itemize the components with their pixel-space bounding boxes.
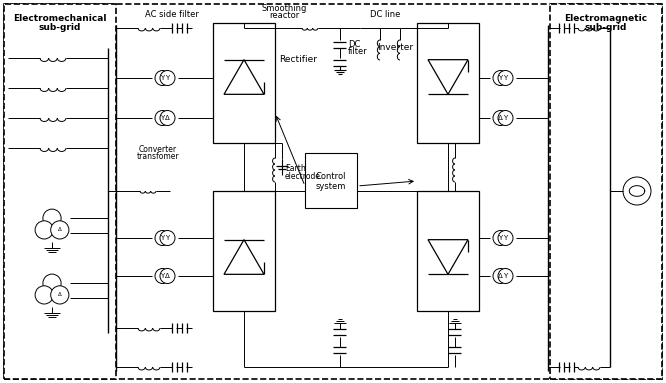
Text: Y: Y [165,235,170,241]
Bar [213,23,275,143]
Circle shape [498,231,513,246]
Circle shape [155,231,170,246]
Circle shape [35,221,53,239]
Text: Earth: Earth [285,164,306,172]
Text: electrode: electrode [285,172,321,180]
Circle shape [498,70,513,85]
Text: Y: Y [503,273,507,279]
Circle shape [155,268,170,283]
Circle shape [51,286,69,304]
Circle shape [498,268,513,283]
Text: DC: DC [348,40,360,49]
Text: Control: Control [316,172,346,181]
Text: Δ: Δ [165,273,170,279]
Text: sub-grid: sub-grid [585,23,627,32]
Circle shape [160,231,175,246]
Text: Electromechanical: Electromechanical [13,14,107,23]
Bar [417,23,479,143]
Text: Y: Y [503,75,507,81]
Text: AC side filter: AC side filter [145,10,199,19]
Bar [213,191,275,311]
Bar [4,4,116,379]
Circle shape [498,111,513,126]
Text: Y: Y [161,115,165,121]
Text: Δ: Δ [498,115,503,121]
Text: Y: Y [161,235,165,241]
Bar [550,4,662,379]
Circle shape [35,286,53,304]
Text: system: system [316,182,346,191]
Circle shape [160,111,175,126]
Text: Δ: Δ [498,273,503,279]
Text: Inverter: Inverter [377,43,413,51]
Text: Y: Y [161,273,165,279]
Text: Δ: Δ [58,228,62,232]
Text: Y: Y [165,75,170,81]
Circle shape [493,70,508,85]
Text: Electromagnetic: Electromagnetic [565,14,647,23]
Text: Converter: Converter [139,145,177,154]
Text: Y: Y [498,75,503,81]
Circle shape [155,111,170,126]
Text: Y: Y [503,115,507,121]
Text: DC line: DC line [370,10,400,19]
Circle shape [493,268,508,283]
Circle shape [623,177,651,205]
Circle shape [155,70,170,85]
Text: Y: Y [503,235,507,241]
Circle shape [160,268,175,283]
Text: Y: Y [161,75,165,81]
Circle shape [43,274,61,292]
Circle shape [493,111,508,126]
Circle shape [43,209,61,227]
Circle shape [493,231,508,246]
Text: reactor: reactor [269,11,299,20]
Text: Δ: Δ [165,115,170,121]
Text: Δ: Δ [58,292,62,298]
Text: Rectifier: Rectifier [279,54,317,64]
Text: Y: Y [498,235,503,241]
Circle shape [160,70,175,85]
Bar [305,153,357,208]
Text: filter: filter [348,47,368,56]
Circle shape [51,221,69,239]
Bar [417,191,479,311]
Text: sub-grid: sub-grid [39,23,81,32]
Text: transfomer: transfomer [137,152,179,161]
Text: Smoothing: Smoothing [261,4,306,13]
